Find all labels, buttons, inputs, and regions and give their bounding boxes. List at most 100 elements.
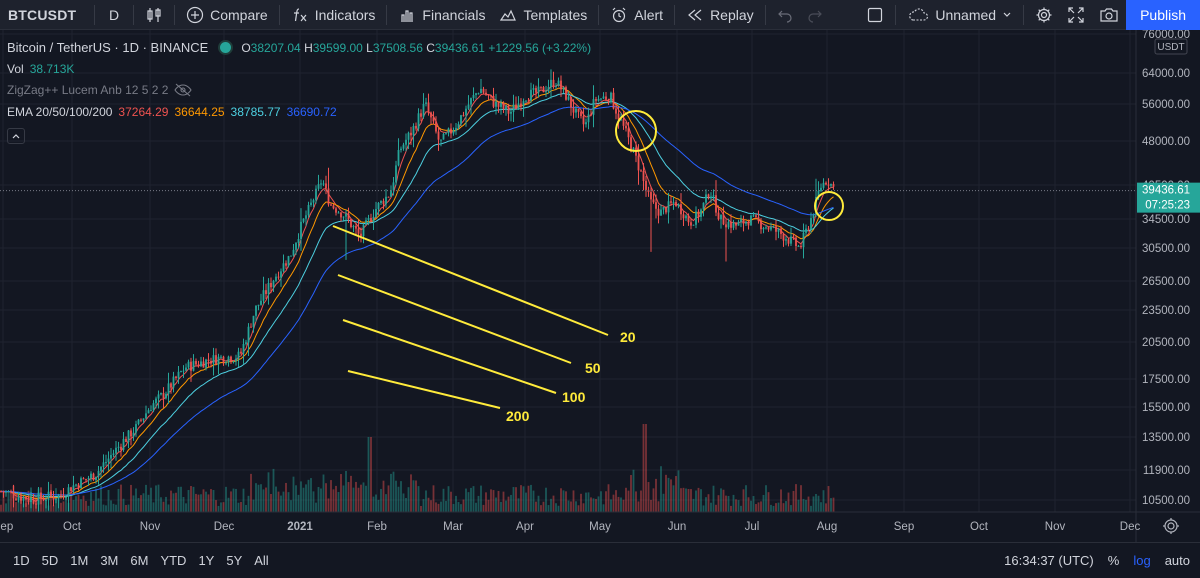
volume-bar	[150, 487, 152, 512]
fullscreen-toggle[interactable]	[859, 0, 891, 30]
candle-body	[747, 221, 750, 226]
candle-body	[557, 80, 560, 86]
volume-bar	[567, 500, 570, 512]
candle	[487, 93, 490, 101]
symbol-search[interactable]: BTCUSDT	[8, 6, 77, 23]
volume-bar	[387, 485, 390, 512]
price-tick-label: 23500.00	[1142, 305, 1190, 317]
candle	[652, 193, 655, 204]
time-tick-label: Apr	[516, 521, 534, 533]
range-3m[interactable]: 3M	[100, 553, 119, 568]
layout-menu[interactable]: Unnamed	[900, 0, 1019, 30]
rewind-icon	[688, 9, 702, 20]
candle	[182, 365, 185, 379]
financials-button[interactable]: Financials	[391, 0, 492, 30]
candle	[87, 475, 90, 486]
range-5d[interactable]: 5D	[41, 553, 59, 568]
symbol-legend[interactable]: Bitcoin / TetherUS · 1D · BINANCE O38207…	[7, 40, 591, 55]
volume-bar	[545, 487, 547, 512]
candle-body	[755, 215, 757, 217]
candle-body	[470, 98, 472, 105]
candle-body	[317, 184, 320, 189]
candle	[427, 93, 430, 116]
volume-bar	[60, 502, 62, 512]
candle	[570, 96, 572, 116]
chevron-up-icon[interactable]	[7, 128, 25, 144]
volume-bar	[760, 501, 762, 512]
candle-body	[135, 424, 137, 433]
candle	[822, 178, 825, 190]
undo-button[interactable]	[770, 0, 800, 30]
price-chart[interactable]: 20 50 100 200 76000.00 64000.00 56000.00 48000.…	[0, 29, 1200, 542]
range-1m[interactable]: 1M	[70, 553, 89, 568]
candle	[175, 375, 177, 381]
candle-body	[665, 207, 667, 213]
redo-button[interactable]	[800, 0, 830, 30]
chart-type-button[interactable]	[138, 0, 170, 30]
range-1d[interactable]: 1D	[13, 553, 30, 568]
zigzag-legend[interactable]: ZigZag++ Lucem Anb 12 5 2 2	[7, 83, 193, 97]
indicators-button[interactable]: Indicators	[284, 0, 383, 30]
candle	[255, 305, 257, 322]
settings-button[interactable]	[1028, 0, 1060, 30]
square-icon	[868, 7, 883, 22]
snapshot-button[interactable]	[1092, 0, 1126, 30]
candle-body	[777, 228, 780, 232]
publish-button[interactable]: Publish	[1126, 0, 1200, 30]
templates-button[interactable]: Templates	[492, 0, 594, 30]
alert-button[interactable]: Alert	[603, 0, 670, 30]
candle-body	[100, 467, 102, 472]
candle-body	[260, 300, 262, 305]
divider	[174, 4, 176, 25]
range-5y[interactable]: 5Y	[226, 553, 243, 568]
volume-bar	[95, 488, 97, 512]
candle	[0, 490, 2, 493]
percent-scale-toggle[interactable]: %	[1107, 553, 1120, 568]
auto-scale-toggle[interactable]: auto	[1164, 553, 1190, 568]
time-tick-label: Feb	[367, 521, 387, 533]
ema-legend[interactable]: EMA 20/50/100/200 37264.29 36644.25 3878…	[7, 105, 337, 119]
volume-bar	[700, 489, 702, 512]
interval-button[interactable]: D	[109, 6, 120, 23]
volume-bar	[585, 492, 587, 512]
candle-body	[802, 232, 805, 248]
candle-body	[525, 100, 527, 102]
utc-clock[interactable]: 16:34:37 (UTC)	[1004, 553, 1094, 568]
log-scale-toggle[interactable]: log	[1133, 553, 1151, 568]
candle-body	[682, 214, 685, 219]
candle-body	[670, 201, 672, 203]
candle-body	[745, 221, 747, 224]
candle-body	[452, 130, 455, 134]
volume-bar	[695, 490, 697, 512]
chart-area[interactable]: 20 50 100 200 76000.00 64000.00 56000.00 48000.…	[0, 29, 1200, 542]
candle	[245, 339, 247, 346]
volume-bar	[220, 502, 222, 512]
candle	[200, 356, 202, 368]
candle-body	[305, 215, 307, 219]
candle-body	[562, 87, 565, 90]
volume-bar	[572, 490, 575, 512]
eye-off-icon[interactable]	[174, 83, 193, 97]
candle	[22, 495, 25, 508]
axis-settings-icon[interactable]	[1163, 518, 1179, 534]
fullscreen-button[interactable]	[1060, 0, 1092, 30]
legend-collapse[interactable]	[7, 128, 25, 144]
ema-label: EMA 20/50/100/200	[7, 105, 113, 119]
range-ytd[interactable]: YTD	[160, 553, 187, 568]
range-1y[interactable]: 1Y	[198, 553, 215, 568]
compare-button[interactable]: Compare	[179, 0, 275, 30]
candle-body	[720, 214, 722, 220]
replay-button[interactable]: Replay	[679, 0, 761, 30]
candle	[185, 363, 187, 372]
date-range-list: 1D 5D 1M 3M 6M YTD 1Y 5Y All	[0, 553, 275, 568]
range-all[interactable]: All	[254, 553, 269, 568]
range-6m[interactable]: 6M	[130, 553, 149, 568]
candle-body	[160, 392, 162, 395]
candle-body	[430, 112, 432, 118]
volume-bar	[305, 484, 307, 512]
candle-body	[770, 226, 772, 230]
candle-body	[235, 358, 237, 362]
candle	[702, 202, 705, 217]
volume-bar	[22, 503, 25, 512]
volume-legend[interactable]: Vol 38.713K	[7, 62, 74, 76]
